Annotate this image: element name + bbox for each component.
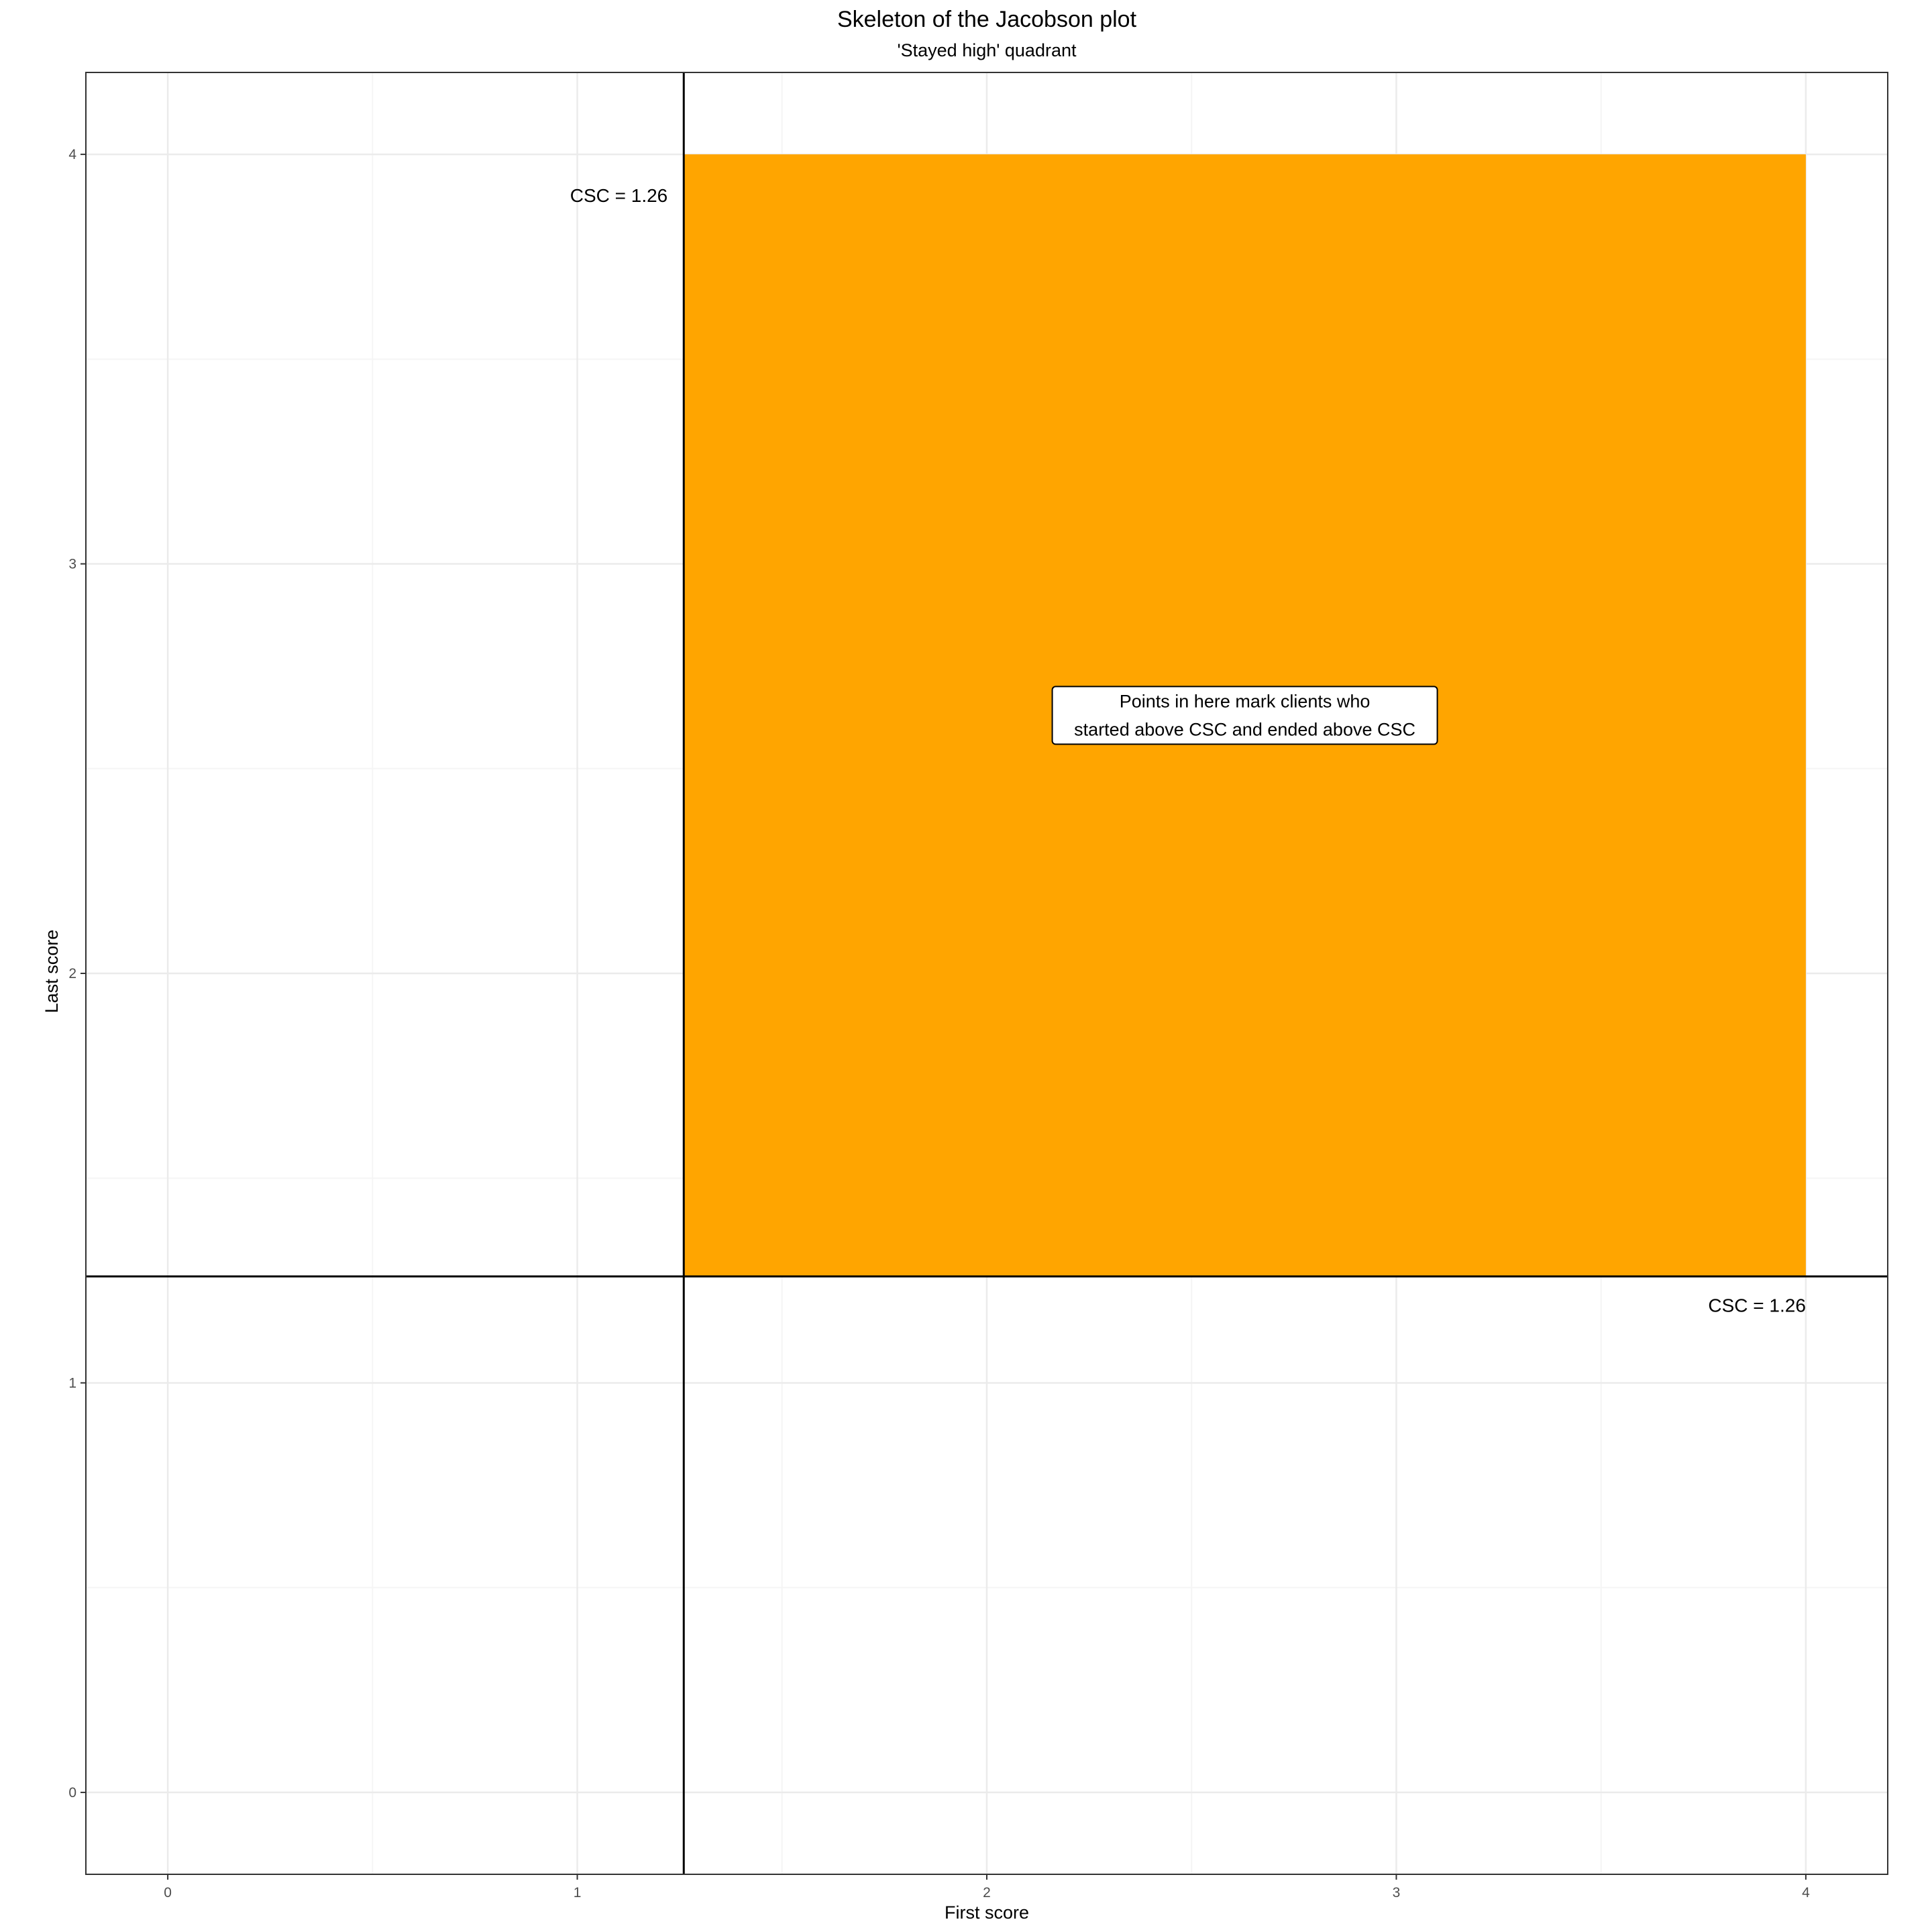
x-tick-label: 2 <box>983 1885 991 1900</box>
y-tick-label: 3 <box>68 557 76 572</box>
csc-horizontal-label: CSC = 1.26 <box>1708 1295 1806 1316</box>
x-tick-label: 3 <box>1393 1885 1401 1900</box>
x-axis-title: First score <box>945 1902 1029 1923</box>
y-tick-label: 0 <box>68 1785 76 1801</box>
csc-vertical-label: CSC = 1.26 <box>570 185 668 206</box>
x-tick-label: 0 <box>164 1885 172 1900</box>
reference-line-layer <box>86 72 1888 1874</box>
quadrant-note-line: started above CSC and ended above CSC <box>1074 719 1415 739</box>
x-tick-label: 4 <box>1802 1885 1810 1900</box>
chart-subtitle: 'Stayed high' quadrant <box>897 40 1077 60</box>
tick-layer: 0 1 2 3 4 0 1 2 3 4 <box>68 147 1810 1900</box>
y-axis-title: Last score <box>42 930 62 1014</box>
y-tick-label: 2 <box>68 966 76 981</box>
quadrant-note-box <box>1051 686 1438 745</box>
chart-title: Skeleton of the Jacobson plot <box>837 7 1137 32</box>
quadrant-note-line: Points in here mark clients who <box>1120 691 1371 711</box>
annotation-layer: CSC = 1.26 CSC = 1.26 Points in here mark … <box>570 185 1806 1316</box>
x-tick-label: 1 <box>574 1885 582 1900</box>
y-tick-label: 1 <box>68 1375 76 1391</box>
y-tick-label: 4 <box>68 147 76 162</box>
